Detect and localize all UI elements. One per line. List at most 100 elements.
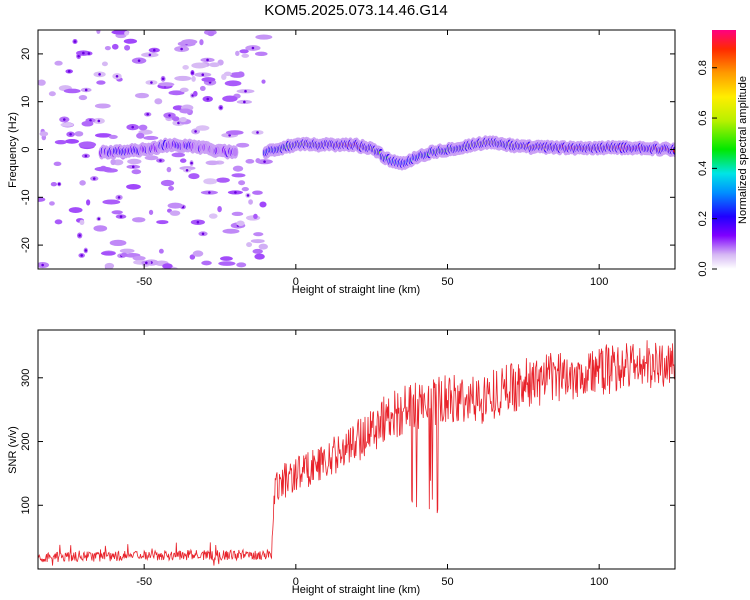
spectrogram-panel: -50 0 50 100 -20 -10 0 10 20 Height of straight… [7,29,676,296]
noise-speckle [193,90,198,97]
noise-speckle [74,131,84,137]
noise-speckle-core [159,159,162,162]
noise-speckle [93,225,108,232]
noise-speckle [131,169,142,175]
noise-speckle [119,248,135,254]
noise-speckle [49,201,55,206]
noise-speckle-core [177,121,180,125]
noise-speckle-core [92,177,96,180]
y-tick-label: 200 [20,432,32,450]
noise-speckle [120,252,128,258]
noise-speckle [148,209,154,215]
noise-speckle [179,108,192,114]
noise-speckle [181,39,198,45]
noise-speckle [167,202,184,209]
noise-speckle [209,62,220,68]
noise-speckle [259,201,267,208]
x-tick-label: 100 [590,276,608,288]
noise-speckle-core [219,106,223,109]
noise-speckle [53,161,62,166]
noise-speckle [156,220,169,225]
noise-speckle [250,239,265,244]
noise-speckle [235,50,240,57]
noise-speckle [222,95,238,102]
noise-speckle [220,256,233,261]
noise-speckle [79,219,85,225]
noise-speckle [252,248,263,254]
noise-speckle-core [201,232,205,236]
y-tick-label: 100 [20,496,32,514]
noise-speckle-core [84,249,88,252]
noise-speckle [126,184,141,190]
noise-speckle-core [194,130,197,133]
y-tick-label: 300 [20,369,32,387]
noise-speckle-core [77,54,80,58]
colorbar-tick-label: 0.2 [697,211,709,226]
noise-speckle [254,253,265,260]
snr-y-ticks: 100 200 300 [20,369,675,514]
noise-speckle-core [98,73,101,76]
noise-speckle [144,155,159,161]
y-tick-label: 10 [20,96,32,108]
noise-speckle [54,139,67,145]
snr-panel: -50 0 50 100 100 200 300 Height of straight l… [7,329,676,596]
snr-frame [37,329,676,570]
noise-speckle [124,31,130,36]
noise-speckle-core [148,53,152,57]
noise-speckle [208,213,218,219]
noise-speckle-core [153,48,156,52]
noise-speckle [199,85,206,92]
noise-speckle [224,80,242,87]
noise-speckle-core [206,97,210,101]
noise-speckle [168,186,174,191]
y-tick-label: -20 [20,237,32,253]
noise-speckle-core [84,154,88,158]
noise-speckle [253,232,264,237]
colorbar-tick-label: 0.6 [697,110,709,125]
noise-speckle [79,180,86,186]
noise-speckle-core [119,215,123,218]
noise-speckle-core [256,131,259,134]
noise-speckle [104,262,115,269]
noise-speckle [236,142,250,148]
noise-speckle [104,45,111,51]
noise-speckle [109,239,127,247]
noise-speckle [123,38,138,44]
noise-speckle [217,205,222,213]
noise-speckle [48,91,56,97]
noise-speckle [191,75,196,82]
noise-speckle [179,116,187,123]
noise-speckle [216,177,230,183]
noise-speckle [255,34,273,40]
noise-speckle [94,103,111,109]
noise-speckle [188,173,200,180]
noise-speckle [111,210,123,215]
colorbar-gradient [712,30,736,269]
noise-speckle-core [246,194,250,197]
noise-speckle [261,79,266,84]
noise-speckle [182,65,189,70]
noise-speckle-core [185,168,189,172]
noise-speckle [254,51,268,56]
colorbar-ticks: 0.0 0.2 0.4 0.6 0.8 [697,60,717,277]
x-tick-label: 50 [441,576,453,588]
noise-speckle-core [208,191,211,194]
colorbar-tick-label: 0.8 [697,60,709,75]
noise-speckle [236,220,245,227]
noise-speckle [171,152,186,158]
noise-speckle [205,160,220,166]
noise-speckle [60,122,74,127]
noise-speckle [246,242,253,248]
noise-speckle [86,199,91,206]
colorbar-label: Normalized spectral amplitude [737,76,749,224]
x-tick-label: 0 [293,276,299,288]
noise-speckle [237,71,245,77]
y-tick-label: 0 [20,146,32,152]
noise-speckle [179,158,187,163]
noise-speckle [236,262,247,268]
y-tick-label: -10 [20,189,32,205]
noise-speckle [94,166,112,172]
x-tick-label: 100 [590,576,608,588]
noise-speckle [201,260,212,266]
